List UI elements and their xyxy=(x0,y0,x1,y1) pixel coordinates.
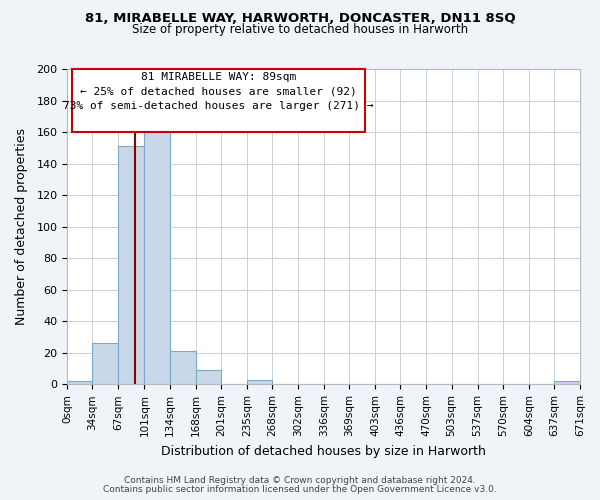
Bar xyxy=(170,351,196,384)
Text: 81, MIRABELLE WAY, HARWORTH, DONCASTER, DN11 8SQ: 81, MIRABELLE WAY, HARWORTH, DONCASTER, … xyxy=(85,12,515,26)
Text: 81 MIRABELLE WAY: 89sqm
← 25% of detached houses are smaller (92)
73% of semi-de: 81 MIRABELLE WAY: 89sqm ← 25% of detache… xyxy=(63,72,374,111)
Text: Size of property relative to detached houses in Harworth: Size of property relative to detached ho… xyxy=(132,24,468,36)
Text: Contains public sector information licensed under the Open Government Licence v3: Contains public sector information licen… xyxy=(103,485,497,494)
Bar xyxy=(145,129,170,384)
Y-axis label: Number of detached properties: Number of detached properties xyxy=(15,128,28,325)
Bar xyxy=(554,381,580,384)
Bar xyxy=(118,146,145,384)
Text: Contains HM Land Registry data © Crown copyright and database right 2024.: Contains HM Land Registry data © Crown c… xyxy=(124,476,476,485)
Bar xyxy=(196,370,221,384)
Bar xyxy=(67,381,92,384)
Bar xyxy=(247,380,272,384)
Bar xyxy=(92,344,118,384)
X-axis label: Distribution of detached houses by size in Harworth: Distribution of detached houses by size … xyxy=(161,444,486,458)
